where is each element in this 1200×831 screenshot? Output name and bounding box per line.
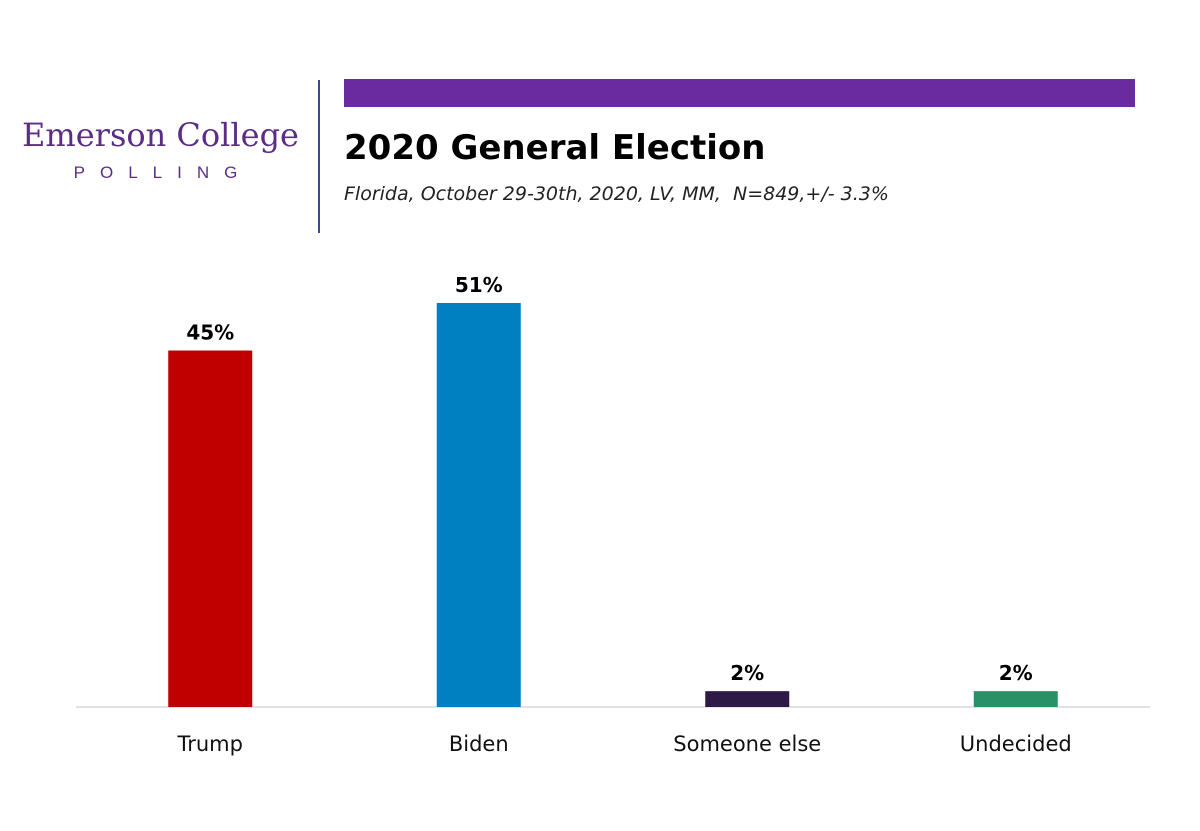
title-accent-bar <box>344 79 1135 107</box>
category-label-trump: Trump <box>177 732 243 756</box>
bar-trump <box>168 350 253 707</box>
logo-wordmark: Emerson College <box>22 116 299 154</box>
data-label-undecided: 2% <box>999 661 1033 685</box>
category-label-undecided: Undecided <box>960 732 1072 756</box>
category-label-biden: Biden <box>449 732 509 756</box>
bar-biden <box>436 303 521 707</box>
bar-undecided <box>973 691 1058 707</box>
category-label-someone-else: Someone else <box>673 732 821 756</box>
data-label-someone-else: 2% <box>730 661 764 685</box>
bar-group: 45% Trump 51% Biden 2% Someone else 2% Undecide… <box>168 273 1072 756</box>
logo-subtext: POLLING <box>73 163 253 182</box>
bar-someone-else <box>705 691 790 707</box>
header-divider <box>318 80 320 233</box>
chart-title: 2020 General Election <box>344 128 766 168</box>
chart-subtitle: Florida, October 29-30th, 2020, LV, MM, … <box>344 183 889 205</box>
data-label-biden: 51% <box>455 273 503 297</box>
data-label-trump: 45% <box>186 321 234 345</box>
